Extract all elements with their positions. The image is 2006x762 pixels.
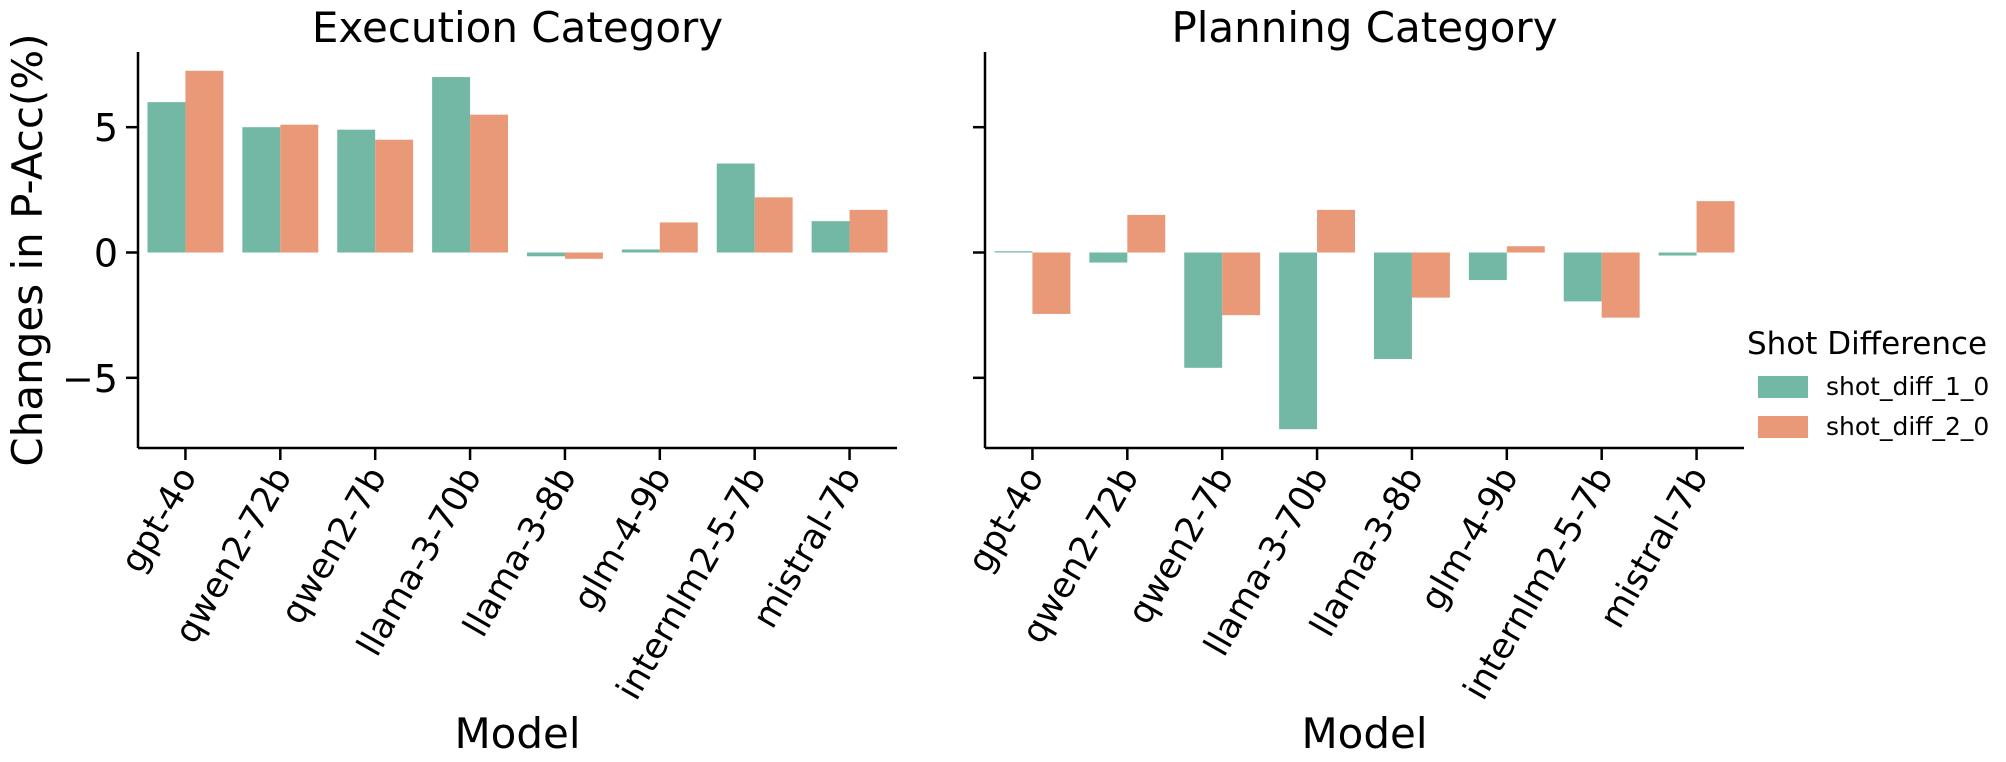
chart-title: Execution Category — [312, 3, 723, 52]
bar-shot_diff_1_0-qwen2-72b — [1089, 252, 1128, 263]
legend: Shot Difference shot_diff_1_0 shot_diff_2_… — [1747, 326, 1989, 441]
legend-title: Shot Difference — [1747, 326, 1987, 362]
x-axis-label: Model — [1301, 709, 1427, 758]
bar-shot_diff_1_0-gpt-4o — [147, 102, 186, 253]
legend-swatch-shot_diff_1_0 — [1758, 376, 1808, 398]
bar-shot_diff_2_0-qwen2-72b — [1127, 214, 1166, 253]
bar-shot_diff_1_0-mistral-7b — [1658, 252, 1697, 256]
bar-shot_diff_1_0-llama-3-8b — [1373, 252, 1412, 360]
bar-shot_diff_2_0-llama-3-70b — [470, 114, 509, 253]
bar-shot_diff_2_0-glm-4-9b — [1506, 246, 1545, 253]
bar-shot_diff_2_0-mistral-7b — [849, 209, 888, 253]
bar-shot_diff_2_0-gpt-4o — [1032, 252, 1071, 314]
bar-shot_diff_2_0-llama-3-8b — [1411, 252, 1450, 298]
bar-shot_diff_2_0-llama-3-70b — [1317, 209, 1356, 253]
bar-shot_diff_2_0-internlm2-5-7b — [754, 197, 793, 253]
bar-shot_diff_1_0-llama-3-70b — [432, 77, 471, 253]
bar-shot_diff_1_0-qwen2-7b — [1184, 252, 1223, 368]
x-tick-label: gpt-4o — [960, 461, 1052, 580]
bar-shot_diff_2_0-gpt-4o — [185, 70, 224, 253]
legend-swatch-shot_diff_2_0 — [1758, 416, 1808, 438]
chart-title: Planning Category — [1171, 3, 1557, 52]
bar-shot_diff_1_0-internlm2-5-7b — [1563, 252, 1602, 302]
planning-category-chart: Planning Categorygpt-4oqwen2-72bqwen2-7b… — [960, 3, 1744, 758]
y-axis-label: Changes in P-Acc(%) — [3, 33, 52, 466]
y-tick-label: −5 — [62, 357, 118, 401]
bar-shot_diff_1_0-internlm2-5-7b — [716, 163, 755, 253]
bar-shot_diff_2_0-mistral-7b — [1696, 201, 1735, 253]
bar-shot_diff_1_0-gpt-4o — [994, 251, 1033, 253]
bar-shot_diff_1_0-mistral-7b — [811, 221, 850, 253]
bar-shot_diff_2_0-qwen2-7b — [1222, 252, 1261, 316]
bar-shot_diff_1_0-llama-3-70b — [1279, 252, 1318, 430]
bar-shot_diff_2_0-qwen2-7b — [375, 139, 414, 253]
legend-label-shot_diff_1_0: shot_diff_1_0 — [1826, 372, 1989, 401]
y-tick-label: 0 — [94, 232, 118, 276]
bar-shot_diff_1_0-qwen2-7b — [337, 129, 376, 253]
bar-shot_diff_1_0-qwen2-72b — [242, 127, 281, 253]
bar-shot_diff_1_0-glm-4-9b — [621, 249, 660, 253]
execution-category-chart: Execution Category−505gpt-4oqwen2-72bqwe… — [3, 3, 897, 758]
bar-shot_diff_2_0-llama-3-8b — [564, 252, 603, 259]
bar-shot_diff_1_0-llama-3-8b — [526, 252, 565, 257]
bar-shot_diff_2_0-internlm2-5-7b — [1601, 252, 1640, 318]
legend-label-shot_diff_2_0: shot_diff_2_0 — [1826, 412, 1989, 441]
x-tick-label: gpt-4o — [113, 461, 205, 580]
bar-shot_diff_1_0-glm-4-9b — [1468, 252, 1507, 281]
x-axis-label: Model — [454, 709, 580, 758]
bar-shot_diff_2_0-qwen2-72b — [280, 124, 319, 253]
bar-shot_diff_2_0-glm-4-9b — [659, 222, 698, 253]
y-tick-label: 5 — [94, 106, 118, 150]
